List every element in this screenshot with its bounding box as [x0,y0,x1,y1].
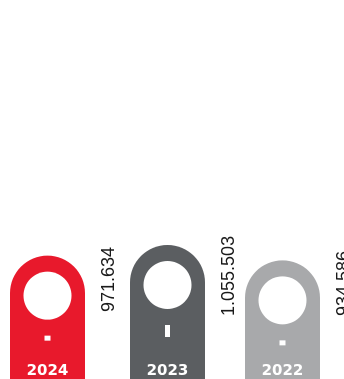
value-label-2023: 1.055.503 [218,235,238,316]
year-label-2023: 2023 [147,361,189,379]
bar-tick-2024 [44,335,51,341]
bar-tick-2023 [165,325,170,337]
bar-tick-2022 [279,340,286,346]
bar-hole-2024 [23,271,72,320]
bar-hole-2022 [258,276,307,325]
value-label-2024: 971.634 [98,246,118,312]
year-label-2022: 2022 [262,361,304,379]
value-label-2022: 934.586 [333,251,344,317]
year-label-2024: 2024 [27,361,69,379]
bar-hole-2023 [143,261,192,309]
